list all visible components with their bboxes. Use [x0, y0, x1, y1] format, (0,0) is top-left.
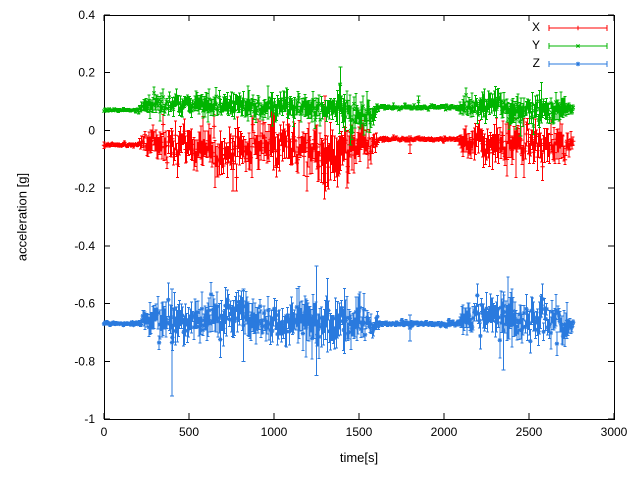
series-Y-markers — [102, 82, 576, 135]
legend-label-z: Z — [532, 56, 540, 70]
legend-sample-X — [548, 25, 608, 31]
y-tick-label: -1 — [84, 412, 95, 426]
y-tick-label: 0.4 — [78, 8, 95, 22]
y-tick-label: -0.4 — [74, 239, 95, 253]
tick-labels: 0 500 1000 1500 2000 2500 3000 0.4 0.2 0 -0.2 -0.4 -… — [74, 8, 627, 439]
x-tick-label: 500 — [179, 425, 199, 439]
x-tick-label: 3000 — [601, 425, 628, 439]
legend-sample-Z — [548, 61, 608, 67]
x-axis-label: time[s] — [339, 450, 379, 465]
plot-border — [104, 15, 615, 420]
series-Y — [102, 66, 576, 146]
x-tick-label: 2000 — [431, 425, 458, 439]
series-Z-markers — [101, 292, 576, 346]
y-tick-label: 0 — [88, 123, 95, 137]
series-X-markers — [101, 121, 576, 180]
y-axis-label: acceleration [g] — [14, 172, 30, 262]
y-tick-label: 0.2 — [78, 66, 95, 80]
x-tick-label: 0 — [101, 425, 108, 439]
y-tick-label: -0.2 — [74, 181, 95, 195]
x-tick-label: 1000 — [261, 425, 288, 439]
y-tick-label: -0.8 — [74, 354, 95, 368]
series-Z — [101, 265, 576, 397]
legend-label-x: X — [531, 20, 540, 34]
y-tick-label: -0.6 — [74, 297, 95, 311]
x-tick-label: 1500 — [346, 425, 373, 439]
legend — [548, 25, 608, 67]
legend-label-y: Y — [531, 38, 540, 52]
axes — [103, 14, 615, 420]
x-tick-label: 2500 — [516, 425, 543, 439]
series-X — [101, 95, 576, 200]
legend-sample-Y — [548, 43, 608, 49]
